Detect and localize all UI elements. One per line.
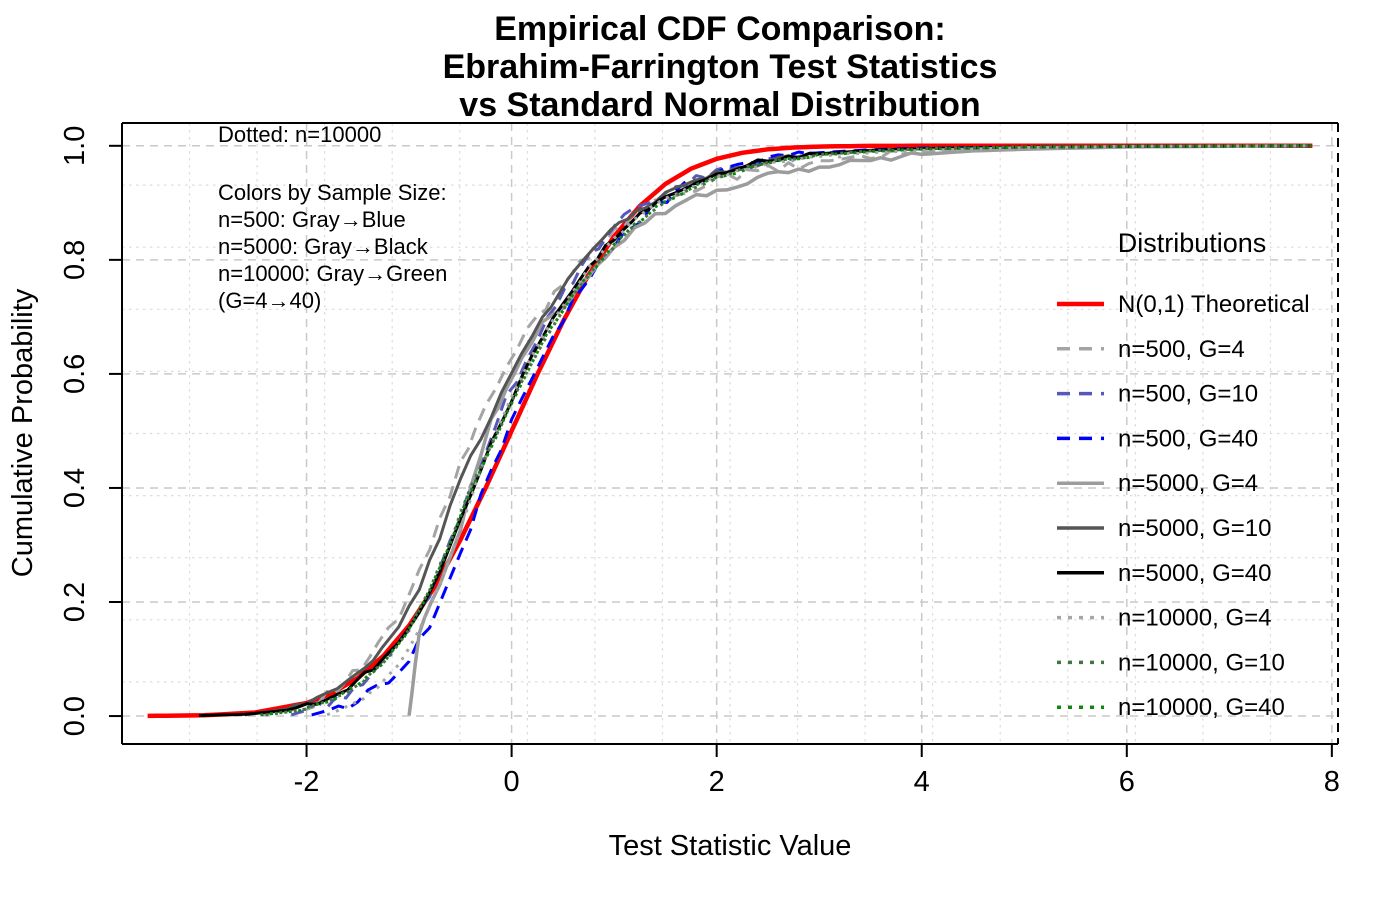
- x-tick-label: 4: [914, 766, 930, 798]
- legend: N(0,1) Theoretical n=500, G=4 n=500, G=10 n…: [1057, 291, 1310, 721]
- chart-title-line-1: Empirical CDF Comparison:: [494, 10, 946, 48]
- y-tick-label: 1.0: [59, 126, 91, 166]
- x-tick-label: 8: [1324, 766, 1340, 798]
- y-tick-label: 0.0: [59, 696, 91, 736]
- color-note-line-4: n=10000: Gray→Green: [218, 261, 447, 286]
- axes: -2 0 2 4 6 8 0.0 0.2 0.4 0.6 0.8 1.0: [59, 122, 1340, 798]
- x-axis-title: Test Statistic Value: [609, 830, 852, 862]
- color-note-line-5: (G=4→40): [218, 288, 321, 313]
- minor-gridlines: [122, 123, 1338, 744]
- x-tick-label: 2: [709, 766, 725, 798]
- legend-label: n=5000, G=40: [1118, 560, 1271, 587]
- x-tick-label: 6: [1119, 766, 1135, 798]
- y-tick-label: 0.2: [59, 582, 91, 622]
- legend-label: n=10000, G=4: [1118, 605, 1271, 632]
- curve-n-500-g-4: [260, 144, 1312, 717]
- legend-title: Distributions: [1118, 228, 1267, 258]
- legend-label: N(0,1) Theoretical: [1118, 291, 1310, 318]
- color-note-line-3: n=5000: Gray→Black: [218, 234, 429, 259]
- x-tick-label: -2: [294, 766, 320, 798]
- chart-title-line-3: vs Standard Normal Distribution: [459, 86, 980, 124]
- legend-label: n=10000, G=10: [1118, 649, 1285, 676]
- curve-n-500-g-40: [311, 144, 1312, 717]
- dotted-note: Dotted: n=10000: [218, 122, 381, 147]
- legend-label: n=10000, G=40: [1118, 694, 1285, 721]
- color-note-line-1: Colors by Sample Size:: [218, 180, 447, 205]
- legend-label: n=500, G=40: [1118, 425, 1258, 452]
- legend-label: n=500, G=4: [1118, 336, 1245, 363]
- color-note-line-2: n=500: Gray→Blue: [218, 207, 406, 232]
- legend-label: n=500, G=10: [1118, 381, 1258, 408]
- cdf-curves: [147, 143, 1313, 719]
- legend-label: n=5000, G=4: [1118, 470, 1258, 497]
- y-tick-label: 0.4: [59, 468, 91, 508]
- chart-title-line-2: Ebrahim-Farrington Test Statistics: [443, 48, 998, 86]
- y-tick-label: 0.8: [59, 240, 91, 280]
- y-axis-title: Cumulative Probability: [7, 288, 39, 577]
- legend-label: n=5000, G=10: [1118, 515, 1271, 542]
- major-gridlines: [122, 123, 1338, 744]
- x-tick-label: 0: [504, 766, 520, 798]
- y-tick-label: 0.6: [59, 354, 91, 394]
